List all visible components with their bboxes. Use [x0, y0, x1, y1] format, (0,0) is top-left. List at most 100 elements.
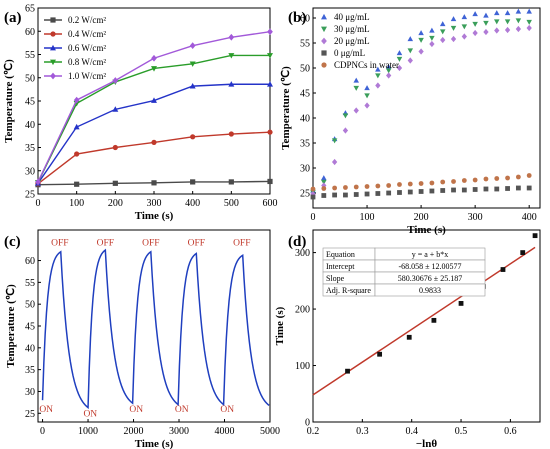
data-point	[385, 64, 392, 70]
data-point	[504, 26, 511, 34]
table-key: Adj. R-square	[326, 286, 371, 295]
data-point	[364, 191, 370, 197]
x-tick-label: 400	[522, 212, 537, 223]
data-point	[332, 192, 338, 198]
y-tick-label: 60	[300, 14, 310, 25]
legend-entry: 40 μg/mL	[334, 12, 370, 22]
legend-entry: 30 μg/mL	[334, 24, 370, 34]
data-point	[429, 188, 435, 194]
y-axis-label: Temperature (℃)	[280, 66, 292, 150]
data-point	[112, 106, 119, 112]
data-point	[458, 301, 464, 306]
data-point	[151, 180, 157, 186]
table-value: y = a + b*x	[412, 250, 449, 259]
plot-frame	[312, 7, 541, 209]
data-point	[483, 28, 489, 36]
data-point	[74, 151, 80, 157]
data-point	[472, 11, 478, 17]
y-tick-label: 45	[25, 97, 35, 108]
x-tick-label: 200	[108, 198, 123, 209]
y-axis-label: Temperature (℃)	[3, 59, 15, 143]
legend: 40 μg/mL 30 μg/mL 20 μg/mL 0 μg/mL CDPNCs in…	[321, 12, 399, 70]
data-point	[385, 68, 392, 74]
data-point	[505, 175, 510, 181]
x-tick-label: 300	[147, 198, 162, 209]
series-4	[35, 28, 273, 186]
y-tick-label: 55	[25, 50, 35, 61]
data-point	[515, 8, 522, 14]
on-label: ON	[129, 405, 143, 415]
data-point	[418, 189, 424, 194]
fit-line	[312, 246, 536, 396]
y-tick-label: 300	[295, 248, 310, 259]
data-point	[515, 174, 521, 180]
data-point	[450, 25, 457, 31]
x-axis-label: −lnθ	[416, 438, 437, 449]
off-label: OFF	[233, 239, 250, 249]
y-tick-label: 30	[300, 164, 310, 175]
y-tick-label: 35	[300, 139, 310, 150]
data-point	[321, 179, 327, 185]
data-point	[407, 189, 413, 195]
data-point	[396, 50, 403, 56]
x-tick-label: 100	[360, 212, 375, 223]
y-axis-label: Temperature (℃)	[5, 284, 17, 368]
fit-table: Equation y = a + b*x Intercept -68.058 ± 12…	[322, 247, 486, 297]
data-point	[112, 180, 118, 186]
data-point	[515, 25, 522, 33]
data-point	[353, 85, 359, 91]
x-tick-label: 500	[224, 198, 239, 209]
x-tick-label: 3000	[169, 426, 189, 437]
data-point	[397, 182, 402, 187]
data-point	[515, 185, 521, 191]
x-axis-label: Time (s)	[135, 438, 174, 449]
data-point	[461, 187, 467, 193]
legend-entry: 20 μg/mL	[334, 36, 370, 46]
x-tick-label: 1000	[78, 426, 98, 437]
data-point	[431, 317, 437, 323]
y-tick-label: 40	[25, 120, 35, 131]
data-point	[386, 190, 392, 196]
table-value: -68.058 ± 12.00577	[398, 262, 461, 271]
data-point	[418, 181, 424, 186]
x-tick-label: 0.5	[455, 426, 468, 437]
x-tick-label: 0.6	[504, 426, 517, 437]
x-tick-label: 0.4	[405, 426, 418, 437]
table-cell	[374, 283, 486, 297]
data-point	[418, 37, 424, 43]
data-point	[483, 186, 489, 192]
legend: 0.2 W/cm² 0.4 W/cm² 0.6 W/cm² 0.8 W/cm² 1.0 …	[44, 15, 106, 81]
data-point	[440, 188, 446, 193]
data-point	[375, 191, 381, 196]
data-point	[407, 36, 414, 42]
series-1	[35, 129, 273, 187]
on-label: ON	[83, 409, 97, 419]
legend-marker	[321, 50, 327, 56]
data-point	[406, 334, 412, 340]
x-tick-label: 400	[185, 198, 200, 209]
legend-entry: 0.2 W/cm²	[68, 15, 106, 25]
data-point	[353, 77, 359, 83]
data-point	[407, 57, 413, 64]
on-label: ON	[220, 405, 234, 415]
panel-c: 0 1000 2000 3000 4000 5000 25 30 35 40 45 50 55 60 Tim…	[4, 229, 280, 449]
data-point	[494, 27, 500, 34]
legend-marker	[50, 72, 56, 80]
legend-entry: 0.8 W/cm²	[68, 57, 106, 67]
off-label: OFF	[51, 239, 68, 249]
data-point	[386, 72, 392, 79]
data-point	[310, 194, 316, 200]
data-point	[364, 102, 370, 109]
data-point	[494, 10, 500, 16]
legend-entry: 1.0 W/cm²	[68, 71, 106, 81]
legend-marker	[321, 26, 327, 33]
data-point	[450, 16, 457, 22]
x-tick-label: 600	[263, 198, 278, 209]
data-point	[494, 176, 500, 181]
data-point	[396, 64, 403, 72]
data-point	[332, 185, 338, 191]
data-point	[151, 97, 157, 103]
y-tick-label: 40	[25, 343, 35, 354]
data-point	[190, 179, 196, 185]
